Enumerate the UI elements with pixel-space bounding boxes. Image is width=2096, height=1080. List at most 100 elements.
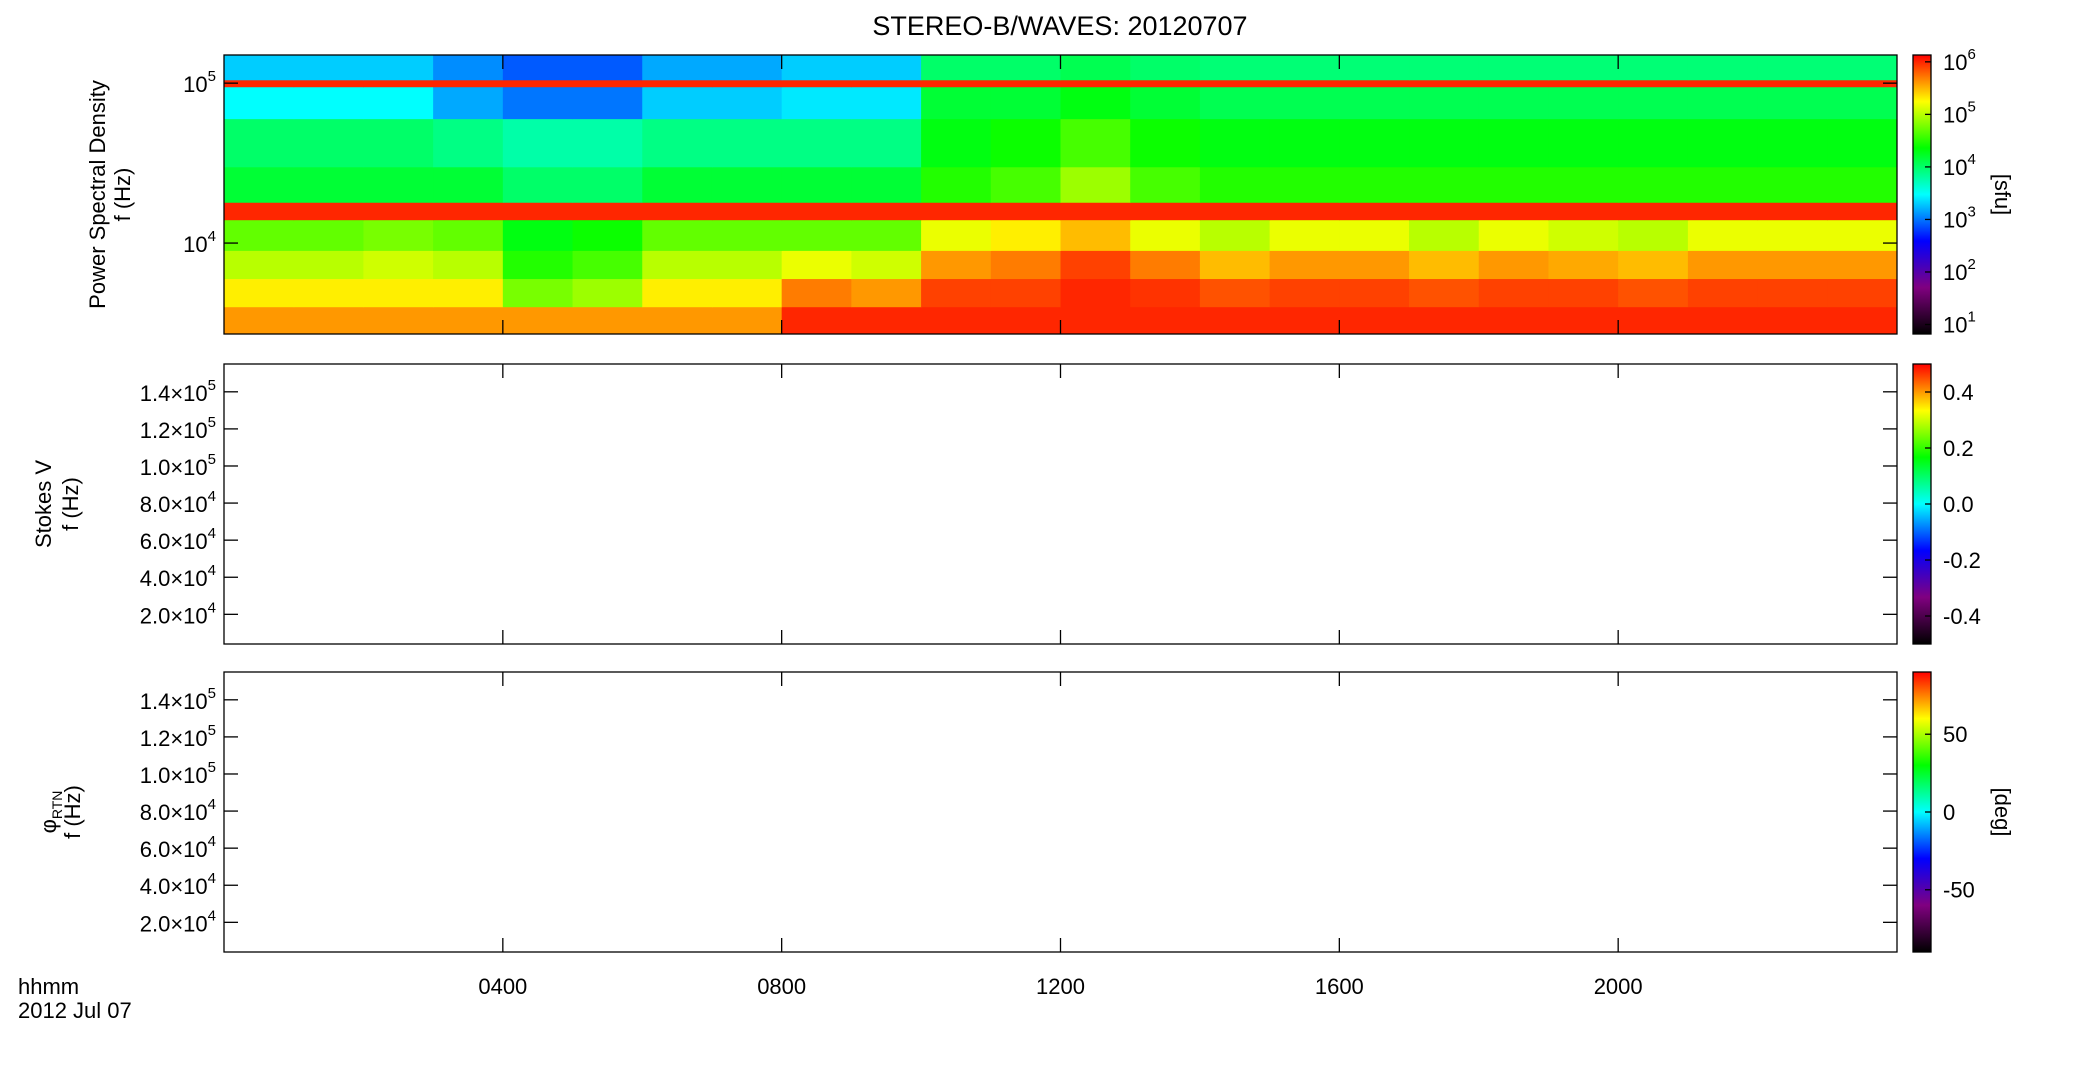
heatmap-cell: [1618, 278, 1689, 308]
y-tick-label: 1.2×105: [140, 722, 216, 751]
heatmap-cell: [293, 55, 364, 81]
y-tick-label: 1.0×105: [140, 759, 216, 788]
heatmap-cell: [642, 55, 713, 81]
heatmap-cell: [1269, 79, 1340, 88]
heatmap-cell: [1618, 306, 1689, 334]
heatmap-cell: [1339, 79, 1410, 88]
heatmap-cell: [851, 219, 922, 251]
heatmap-cell: [1827, 306, 1897, 334]
heatmap-cell: [363, 202, 434, 221]
colorbar-tick-label-base: 10: [1943, 155, 1967, 180]
y-tick-label: 2.0×104: [140, 907, 216, 936]
heatmap-cell: [1060, 250, 1131, 280]
x-tick-label-base: 0800: [757, 974, 806, 999]
y-tick-label-base: 10: [183, 232, 207, 257]
colorbar-tick-label: 103: [1943, 203, 1976, 232]
heatmap-cell: [1130, 166, 1201, 203]
y-tick-label-sup: 4: [208, 228, 216, 245]
heatmap-cell: [1409, 219, 1480, 251]
colorbar-tick-label: -0.2: [1943, 548, 1981, 573]
colorbar-tick-label-base: 0.0: [1943, 492, 1974, 517]
colorbar-tick-label: 0: [1943, 800, 1955, 825]
heatmap-cell: [642, 79, 713, 88]
heatmap-cell: [1757, 166, 1828, 203]
heatmap-cell: [990, 219, 1061, 251]
heatmap-cell: [293, 306, 364, 334]
heatmap-cell: [433, 118, 504, 168]
heatmap-cell: [642, 202, 713, 221]
heatmap-cell: [1060, 219, 1131, 251]
heatmap-cell: [1478, 278, 1549, 308]
heatmap-cell: [1548, 250, 1619, 280]
y-tick-label-sup: 4: [208, 562, 216, 579]
heatmap-cell: [502, 219, 574, 251]
heatmap-cell: [502, 306, 574, 334]
heatmap-cell: [1757, 79, 1828, 88]
heatmap-cell: [1827, 118, 1897, 168]
heatmap-cell: [1269, 86, 1340, 120]
colorbar-tick-label-sup: 4: [1967, 151, 1975, 168]
colorbar-tick-label: -0.4: [1943, 604, 1981, 629]
heatmap-cell: [224, 118, 295, 168]
heatmap-cell: [1478, 250, 1549, 280]
colorbar-tick-label: 101: [1943, 308, 1976, 337]
heatmap-cell: [781, 79, 852, 88]
heatmap-cell: [921, 166, 992, 203]
heatmap-cell: [1339, 202, 1410, 221]
heatmap-cell: [433, 278, 504, 308]
y-tick-label-base: 1.2×10: [140, 418, 208, 443]
heatmap-cell: [711, 166, 783, 203]
y-axis-label: f (Hz): [60, 785, 85, 839]
colorbar-tick-label-sup: 3: [1967, 203, 1975, 220]
heatmap-cell: [1548, 79, 1619, 88]
heatmap-cell: [1687, 118, 1759, 168]
y-tick-label-base: 10: [183, 72, 207, 97]
heatmap-cell: [1199, 118, 1271, 168]
heatmap-cell: [781, 166, 852, 203]
heatmap-cell: [921, 278, 992, 308]
heatmap-cell: [572, 306, 643, 334]
heatmap-cell: [433, 79, 504, 88]
x-tick-label-base: 2000: [1594, 974, 1643, 999]
y-tick-label: 2.0×104: [140, 599, 216, 628]
heatmap-cell: [1478, 202, 1549, 221]
heatmap-cell: [363, 55, 434, 81]
y-axis-label: f (Hz): [58, 477, 83, 531]
heatmap-cell: [363, 79, 434, 88]
heatmap-cell: [1339, 278, 1410, 308]
heatmap-cell: [224, 55, 295, 81]
heatmap-cell: [642, 86, 713, 120]
y-tick-label: 8.0×104: [140, 488, 216, 517]
heatmap-cell: [1827, 250, 1897, 280]
heatmap-cell: [851, 55, 922, 81]
heatmap-cell: [1199, 219, 1271, 251]
y-tick-label-base: 6.0×10: [140, 529, 208, 554]
heatmap-cell: [1827, 55, 1897, 81]
y-axis-label: Power Spectral Density: [85, 80, 110, 309]
colorbar-tick-label: 50: [1943, 722, 1967, 747]
heatmap-cell: [1060, 79, 1131, 88]
heatmap-cell: [1827, 86, 1897, 120]
heatmap-cell: [990, 118, 1061, 168]
colorbar-tick-label-base: 10: [1943, 50, 1967, 75]
x-tick-label-base: 0400: [478, 974, 527, 999]
heatmap-cell: [502, 118, 574, 168]
colorbar-tick-label: 0.0: [1943, 492, 1974, 517]
y-tick-label: 4.0×104: [140, 870, 216, 899]
heatmap-cell: [921, 219, 992, 251]
heatmap-cell: [433, 219, 504, 251]
heatmap-cell: [1060, 86, 1131, 120]
heatmap-cell: [293, 166, 364, 203]
heatmap-cell: [502, 55, 574, 81]
heatmap-cell: [1618, 202, 1689, 221]
heatmap-cell: [921, 86, 992, 120]
colorbar-tick-label-base: 10: [1943, 312, 1967, 337]
heatmap-cell: [1618, 118, 1689, 168]
heatmap-cell: [363, 166, 434, 203]
heatmap-cell: [1060, 278, 1131, 308]
heatmap-cell: [363, 250, 434, 280]
y-tick-label-base: 1.4×10: [140, 689, 208, 714]
heatmap-cell: [990, 79, 1061, 88]
heatmap-cell: [572, 278, 643, 308]
